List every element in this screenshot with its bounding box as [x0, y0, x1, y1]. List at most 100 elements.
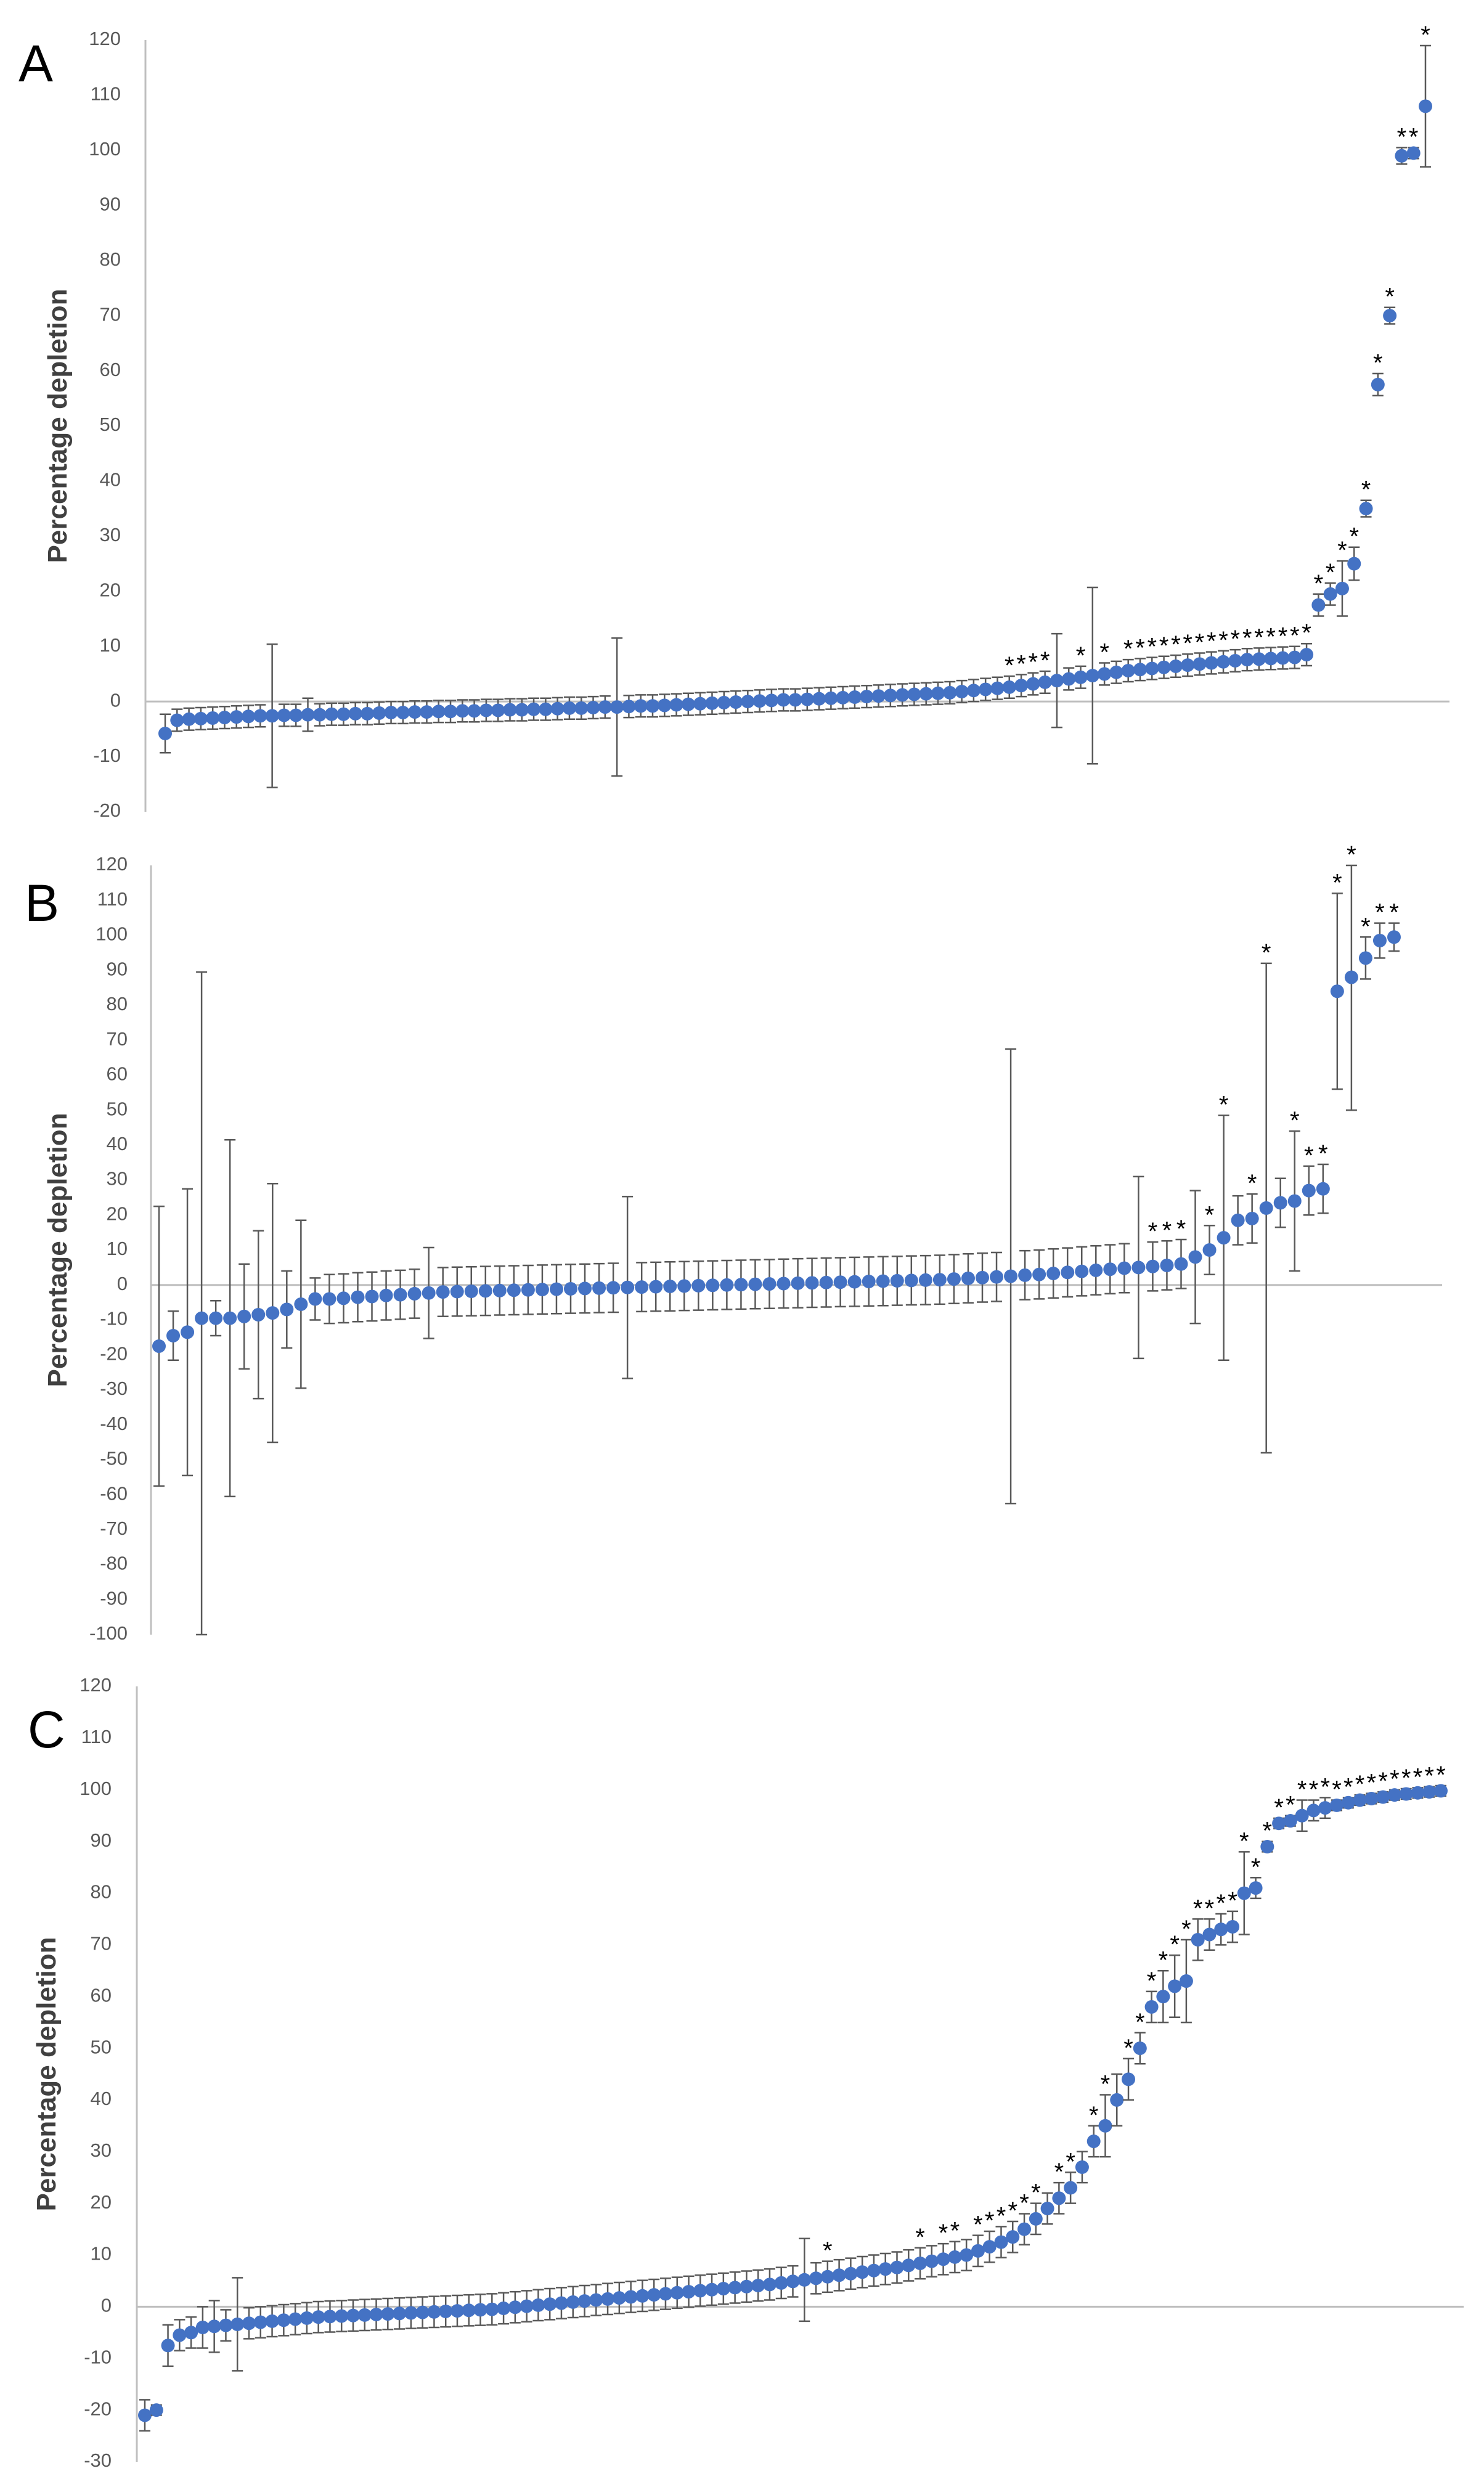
y-tick-label: 100 [96, 923, 128, 945]
data-point [777, 1277, 791, 1291]
data-point [431, 705, 446, 719]
y-tick-label: -30 [84, 2449, 112, 2471]
y-tick-label: 20 [107, 1203, 128, 1224]
data-point [1032, 1267, 1046, 1281]
y-tick-label: 120 [80, 1674, 112, 1696]
significance-star: * [1278, 623, 1288, 650]
data-point [491, 703, 505, 717]
y-tick-label: -90 [100, 1587, 128, 1609]
significance-star: * [1389, 899, 1399, 926]
data-point [876, 1274, 890, 1288]
data-point [1323, 587, 1337, 601]
data-point [1202, 1927, 1217, 1942]
data-point [578, 1281, 592, 1296]
data-point [606, 1281, 621, 1295]
data-point [601, 2292, 615, 2306]
data-point [1046, 1267, 1061, 1281]
y-tick-label: 10 [91, 2243, 112, 2265]
panel-label-b: B [25, 874, 59, 932]
data-point [774, 2276, 788, 2290]
significance-star: * [973, 2212, 983, 2239]
significance-star: * [1016, 650, 1026, 677]
data-point [207, 2319, 221, 2334]
significance-star: * [1343, 1773, 1353, 1800]
y-tick-label: 0 [101, 2295, 112, 2316]
data-point [230, 2317, 245, 2331]
data-point [308, 1292, 322, 1306]
y-tick-label: 20 [100, 579, 121, 600]
y-tick-label: 60 [91, 1984, 112, 2006]
data-point [1228, 653, 1242, 668]
data-point [566, 2295, 580, 2309]
y-tick-label: 80 [100, 248, 121, 270]
data-point [184, 2326, 198, 2340]
data-point [994, 2235, 1008, 2249]
significance-star: * [1031, 2180, 1041, 2207]
data-point [223, 1311, 237, 1325]
significance-star: * [1008, 2197, 1017, 2225]
data-point [1181, 658, 1195, 672]
data-point [242, 709, 256, 724]
significance-star: * [1176, 1215, 1186, 1243]
data-point [820, 2270, 834, 2284]
significance-star: * [1367, 1770, 1377, 1797]
data-point [612, 2291, 626, 2305]
data-point [1344, 970, 1358, 984]
data-point [436, 1285, 450, 1299]
y-tick-label: -100 [89, 1622, 128, 1644]
data-point [404, 2306, 418, 2320]
data-point [543, 2297, 557, 2311]
significance-star: * [1304, 1142, 1314, 1169]
data-point [693, 2284, 707, 2298]
data-point [598, 700, 612, 714]
data-point [194, 711, 208, 725]
data-point [990, 681, 1005, 695]
significance-star: * [1309, 1776, 1319, 1804]
data-point [586, 700, 600, 714]
data-point [280, 1302, 294, 1317]
data-point [1302, 1183, 1316, 1198]
significance-star: * [1421, 22, 1430, 49]
data-point [550, 701, 565, 716]
data-point [492, 1283, 507, 1297]
data-point [751, 2279, 765, 2293]
data-point [173, 2328, 187, 2342]
significance-star: * [1347, 841, 1356, 868]
data-point [1249, 1881, 1263, 1895]
y-tick-label: -30 [100, 1378, 128, 1399]
data-point [1122, 2072, 1136, 2086]
significance-star: * [1390, 1766, 1400, 1793]
data-point [312, 708, 327, 722]
significance-star: * [1216, 1890, 1226, 1917]
data-point [1061, 1265, 1075, 1280]
y-tick-label: 0 [110, 689, 121, 711]
data-point [741, 695, 755, 709]
significance-star: * [1424, 1763, 1434, 1790]
data-point [752, 694, 767, 708]
y-tick-label: 50 [100, 414, 121, 435]
data-point [1311, 598, 1326, 612]
data-point [693, 697, 707, 711]
significance-star: * [1290, 1107, 1300, 1134]
y-tick-label: 50 [91, 2036, 112, 2057]
data-point [860, 690, 874, 704]
data-point [503, 703, 517, 717]
data-point [955, 685, 969, 699]
significance-star: * [1385, 284, 1395, 311]
y-axis-title-c: Percentage depletion [31, 1937, 62, 2211]
y-tick-label: -10 [100, 1308, 128, 1330]
data-point [422, 1286, 436, 1300]
data-point [1259, 1201, 1273, 1215]
data-point [902, 2258, 916, 2273]
y-tick-label: 120 [89, 28, 121, 49]
data-point [1395, 149, 1409, 163]
data-point [335, 2309, 349, 2323]
data-point [800, 692, 814, 706]
data-point [1300, 648, 1314, 662]
data-point [360, 706, 374, 721]
data-point [346, 2308, 360, 2323]
data-point [507, 1283, 521, 1297]
data-point [1419, 99, 1432, 113]
data-point [734, 1278, 748, 1292]
